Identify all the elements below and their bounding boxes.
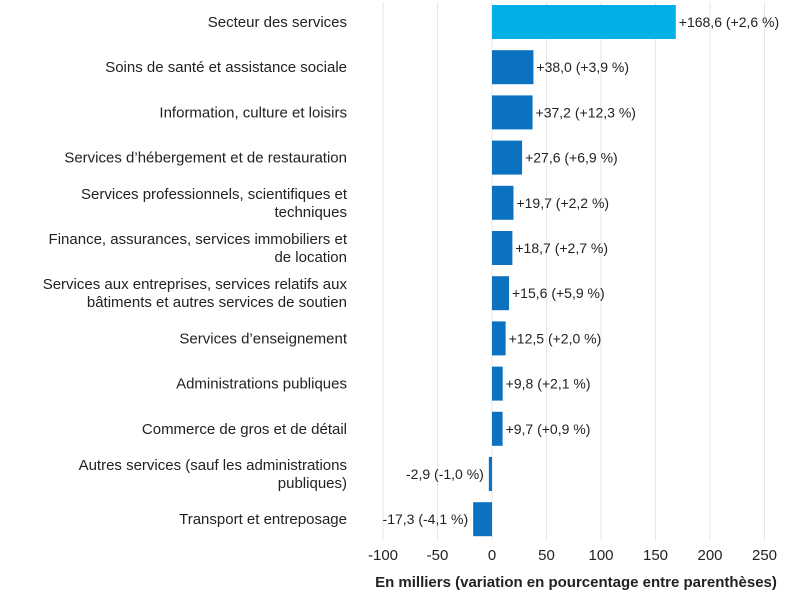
category-labels: Secteur des services Soins de santé et as… bbox=[43, 14, 348, 528]
category-label-line: Finance, assurances, services immobilier… bbox=[49, 231, 348, 248]
bar bbox=[488, 457, 492, 491]
bar bbox=[492, 231, 513, 265]
data-label: +9,7 (+0,9 %) bbox=[506, 421, 591, 437]
gridlines bbox=[382, 2, 765, 540]
category-label: Services aux entreprises, services relat… bbox=[43, 276, 348, 311]
category-label-line: techniques bbox=[274, 204, 347, 221]
x-tick-label: 250 bbox=[752, 547, 777, 564]
data-label: +9,8 (+2,1 %) bbox=[506, 376, 591, 392]
category-label: Commerce de gros et de détail bbox=[142, 421, 347, 438]
bar bbox=[473, 502, 492, 537]
data-label: +12,5 (+2,0 %) bbox=[509, 330, 602, 346]
category-label: Administrations publiques bbox=[176, 376, 347, 393]
category-label: Services d’enseignement bbox=[179, 330, 347, 347]
bar bbox=[492, 95, 533, 130]
category-label: Information, culture et loisirs bbox=[159, 104, 347, 121]
bar bbox=[492, 276, 510, 311]
category-label: Finance, assurances, services immobilier… bbox=[49, 231, 348, 266]
x-tick-label: 0 bbox=[488, 547, 496, 564]
category-label: Soins de santé et assistance sociale bbox=[105, 59, 347, 76]
data-label: -2,9 (-1,0 %) bbox=[406, 466, 484, 482]
category-label: Transport et entreposage bbox=[179, 511, 347, 528]
x-tick-label: -100 bbox=[368, 547, 398, 564]
category-label-line: Services aux entreprises, services relat… bbox=[43, 276, 348, 293]
bar bbox=[492, 411, 503, 446]
data-label: +37,2 (+12,3 %) bbox=[536, 104, 636, 120]
data-label: +38,0 (+3,9 %) bbox=[536, 59, 629, 75]
x-tick-label: -50 bbox=[427, 547, 449, 564]
x-axis-title: En milliers (variation en pourcentage en… bbox=[375, 574, 777, 591]
data-label: -17,3 (-4,1 %) bbox=[383, 511, 469, 527]
x-tick-label: 100 bbox=[588, 547, 613, 564]
x-tick-label: 150 bbox=[643, 547, 668, 564]
bar bbox=[492, 5, 676, 39]
bar bbox=[492, 140, 523, 175]
data-label: +27,6 (+6,9 %) bbox=[525, 150, 618, 166]
bars bbox=[473, 5, 676, 537]
x-tick-label: 200 bbox=[697, 547, 722, 564]
x-axis-ticks: -100 -50 0 50 100 150 200 250 bbox=[368, 547, 777, 564]
category-label-line: de location bbox=[274, 249, 347, 266]
category-label: Autres services (sauf les administration… bbox=[79, 457, 347, 492]
data-label: +168,6 (+2,6 %) bbox=[679, 14, 779, 30]
data-labels: +168,6 (+2,6 %) +38,0 (+3,9 %) +37,2 (+12,… bbox=[383, 14, 780, 527]
category-label: Services professionnels, scientifiques e… bbox=[81, 186, 348, 221]
bar bbox=[492, 366, 503, 401]
category-label-line: Autres services (sauf les administration… bbox=[79, 457, 347, 474]
data-label: +19,7 (+2,2 %) bbox=[516, 195, 609, 211]
bar bbox=[492, 185, 514, 220]
data-label: +15,6 (+5,9 %) bbox=[512, 285, 605, 301]
data-label: +18,7 (+2,7 %) bbox=[515, 240, 608, 256]
category-label-line: publiques) bbox=[278, 475, 347, 492]
category-label: Secteur des services bbox=[208, 14, 347, 31]
category-label-line: bâtiments et autres services de soutien bbox=[87, 294, 347, 311]
bar bbox=[492, 50, 534, 85]
x-tick-label: 50 bbox=[538, 547, 555, 564]
bar bbox=[492, 321, 506, 356]
category-label-line: Services professionnels, scientifiques e… bbox=[81, 186, 348, 203]
category-label: Services d’hébergement et de restauratio… bbox=[64, 150, 347, 167]
